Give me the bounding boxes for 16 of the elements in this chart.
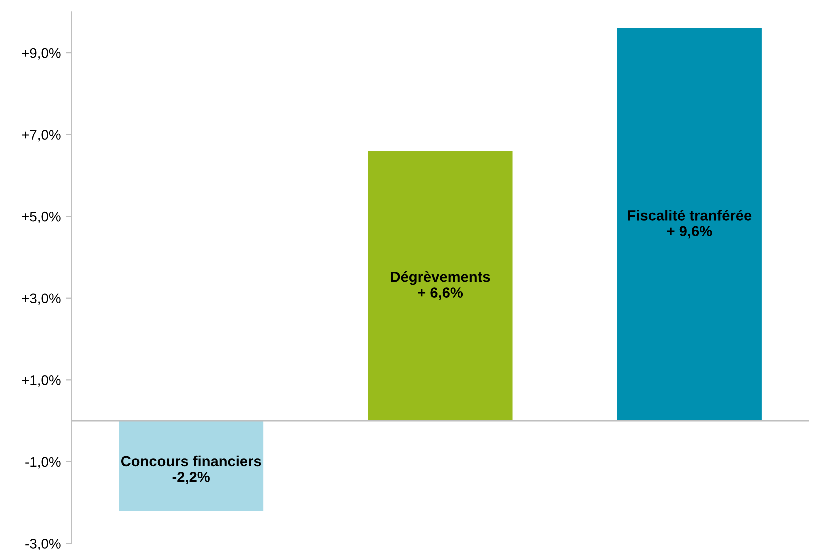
y-tick-label: +5,0% [22,212,61,224]
y-tick-label: +1,0% [22,375,61,387]
bar [368,151,513,422]
data-label: -2,2% [172,472,210,484]
y-tick-label: -3,0% [26,539,61,551]
bar [119,421,264,512]
data-label: + 6,6% [418,288,464,300]
x-tick-label: Dégrèvements [391,271,490,286]
y-tick-label: +9,0% [22,48,61,60]
y-tick-label: +3,0% [22,294,61,306]
data-label: + 9,6% [667,226,712,239]
y-tick-label: -1,0% [26,457,61,469]
x-tick-label: Concours financiers [121,456,262,467]
x-tick-label: Fiscalité tranférée [628,210,752,221]
bar [617,28,762,422]
y-tick-label: +7,0% [22,130,61,142]
